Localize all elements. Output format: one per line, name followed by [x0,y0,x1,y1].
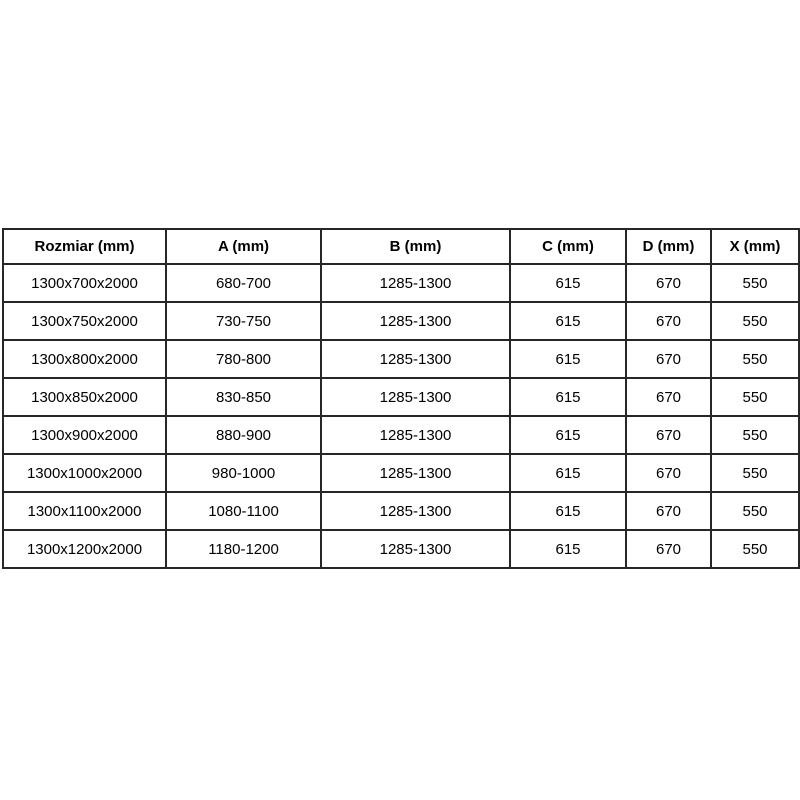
table-cell: 1285-1300 [320,263,511,303]
table-row: 1300x850x2000 830-850 1285-1300 615 670 550 [2,377,800,417]
table-cell: 1285-1300 [320,415,511,455]
table-row: 1300x700x2000 680-700 1285-1300 615 670 550 [2,263,800,303]
table-cell: 1300x800x2000 [2,339,167,379]
table-cell: 615 [509,529,627,569]
table-cell: 1285-1300 [320,339,511,379]
table-cell: 980-1000 [165,453,322,493]
table-cell: 730-750 [165,301,322,341]
table-cell: 1300x750x2000 [2,301,167,341]
table-row: 1300x750x2000 730-750 1285-1300 615 670 550 [2,301,800,341]
table-cell: 670 [625,453,712,493]
table-cell: 1300x850x2000 [2,377,167,417]
column-header-4: C (mm) [509,228,627,265]
table-cell: 615 [509,339,627,379]
table-row: 1300x900x2000 880-900 1285-1300 615 670 550 [2,415,800,455]
table-row: 1300x1200x2000 1180-1200 1285-1300 615 670 55… [2,529,800,569]
column-header-5: D (mm) [625,228,712,265]
spec-table: Rozmiar (mm) A (mm) B (mm) C (mm) D (mm) X (m… [2,228,800,569]
table-cell: 615 [509,415,627,455]
table-cell: 780-800 [165,339,322,379]
table-cell: 615 [509,263,627,303]
table-body: 1300x700x2000 680-700 1285-1300 615 670 550 13… [2,263,800,569]
column-header-2: A (mm) [165,228,322,265]
table-cell: 1285-1300 [320,377,511,417]
table-cell: 1285-1300 [320,491,511,531]
table-header: Rozmiar (mm) A (mm) B (mm) C (mm) D (mm) X (m… [2,228,800,265]
table-cell: 680-700 [165,263,322,303]
table-cell: 550 [710,453,800,493]
column-header-1: Rozmiar (mm) [2,228,167,265]
table-cell: 1285-1300 [320,529,511,569]
table-cell: 1285-1300 [320,301,511,341]
table-cell: 1300x700x2000 [2,263,167,303]
table-cell: 550 [710,339,800,379]
table-cell: 550 [710,263,800,303]
table-cell: 830-850 [165,377,322,417]
table-cell: 550 [710,529,800,569]
column-header-3: B (mm) [320,228,511,265]
table-cell: 615 [509,453,627,493]
table-cell: 670 [625,491,712,531]
column-header-6: X (mm) [710,228,800,265]
table-cell: 670 [625,301,712,341]
table-cell: 615 [509,491,627,531]
header-row: Rozmiar (mm) A (mm) B (mm) C (mm) D (mm) X (m… [2,228,800,265]
table-cell: 550 [710,415,800,455]
table-cell: 670 [625,263,712,303]
table-row: 1300x1100x2000 1080-1100 1285-1300 615 670 55… [2,491,800,531]
table-cell: 1300x1000x2000 [2,453,167,493]
table-cell: 670 [625,339,712,379]
table-cell: 880-900 [165,415,322,455]
table-cell: 670 [625,377,712,417]
table-cell: 1300x1100x2000 [2,491,167,531]
table-row: 1300x800x2000 780-800 1285-1300 615 670 550 [2,339,800,379]
table-cell: 670 [625,415,712,455]
table-cell: 1300x1200x2000 [2,529,167,569]
table-cell: 550 [710,491,800,531]
table-cell: 1180-1200 [165,529,322,569]
table-cell: 550 [710,301,800,341]
table-row: 1300x1000x2000 980-1000 1285-1300 615 670 550 [2,453,800,493]
table-cell: 550 [710,377,800,417]
table-cell: 1300x900x2000 [2,415,167,455]
table-cell: 670 [625,529,712,569]
table-cell: 1080-1100 [165,491,322,531]
table-cell: 1285-1300 [320,453,511,493]
table-cell: 615 [509,377,627,417]
table-cell: 615 [509,301,627,341]
